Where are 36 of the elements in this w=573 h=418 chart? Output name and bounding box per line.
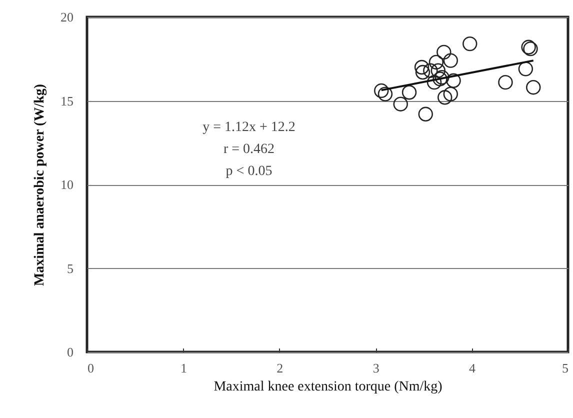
point — [378, 86, 393, 102]
point — [402, 85, 417, 100]
point — [430, 63, 446, 78]
point — [462, 36, 478, 52]
point — [438, 90, 452, 105]
point — [526, 80, 541, 95]
point — [415, 64, 430, 80]
point — [418, 106, 433, 122]
point — [426, 74, 442, 90]
point — [436, 44, 452, 60]
x-tick-label: 5 — [562, 360, 568, 376]
point — [443, 86, 458, 102]
x-tick-label: 1 — [180, 360, 187, 376]
point — [374, 83, 389, 98]
y-axis-title: Maximal anaerobic power (W/kg) — [32, 84, 48, 286]
y-tick-label: 10 — [60, 177, 74, 192]
x-tick-label: 4 — [469, 360, 476, 376]
point — [518, 62, 534, 76]
x-tick-label: 0 — [88, 360, 94, 376]
point — [443, 53, 458, 68]
annotation: y = 1.12x + 12.2 — [202, 120, 296, 135]
y-tick-label: 20 — [60, 10, 74, 24]
annotation: p < 0.05 — [226, 164, 272, 179]
point — [414, 60, 430, 75]
annotation: r = 0.462 — [223, 142, 275, 157]
x-tick-label: 3 — [372, 360, 380, 376]
point — [423, 63, 438, 78]
y-tick-label: 15 — [60, 93, 74, 108]
point — [393, 96, 408, 112]
y-tick-label: 0 — [67, 344, 74, 360]
point — [428, 54, 444, 70]
x-tick-label: 2 — [276, 360, 284, 376]
y-tick-label: 5 — [67, 260, 74, 276]
point — [498, 74, 513, 90]
point — [446, 73, 461, 88]
x-axis-title: Maximal knee extension torque (Nm/kg) — [214, 380, 443, 394]
